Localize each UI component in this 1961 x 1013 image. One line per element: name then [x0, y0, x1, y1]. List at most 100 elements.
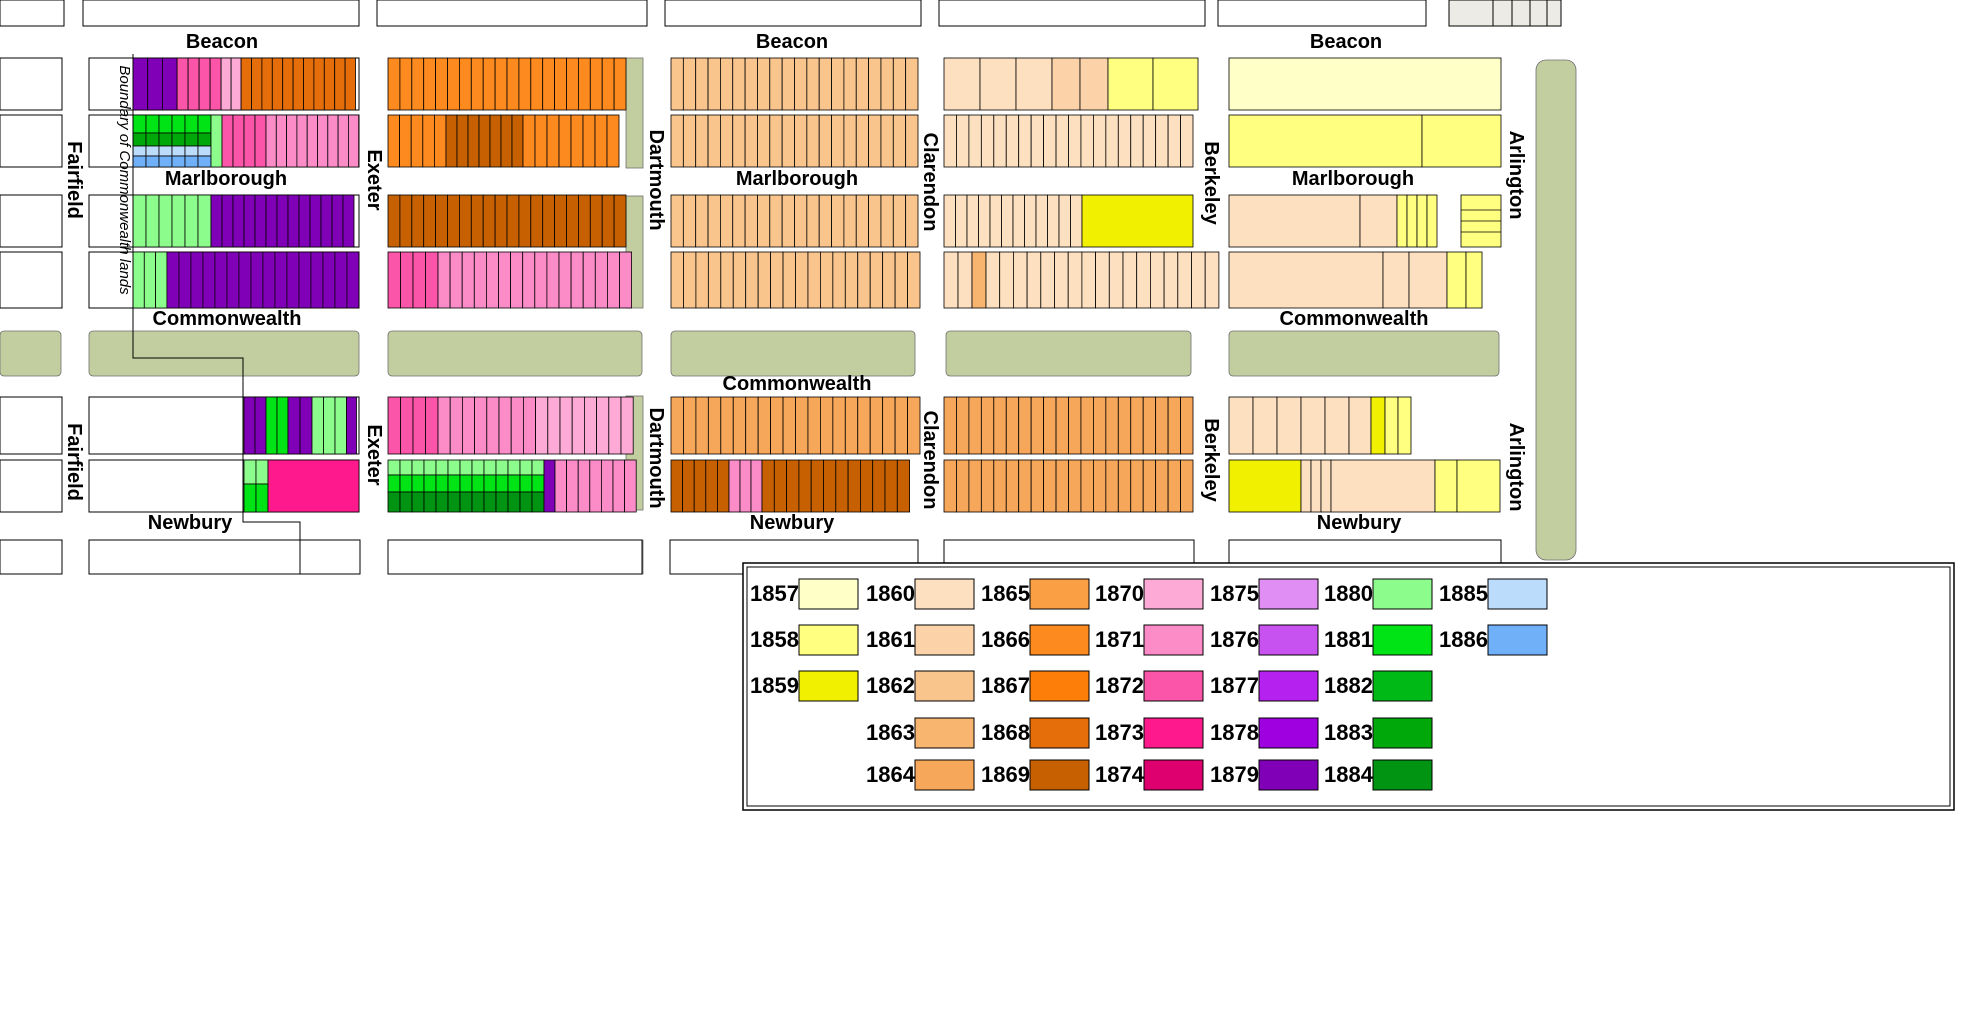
- building-lot: [261, 57, 273, 111]
- building-lot: [286, 114, 298, 168]
- building-lot: [894, 396, 908, 455]
- building-lot: [1040, 251, 1055, 309]
- building-lot: [978, 194, 991, 248]
- building-lot: [158, 194, 173, 248]
- building-lot: [818, 194, 832, 248]
- building-lot: [399, 57, 413, 111]
- building-lot: [296, 114, 308, 168]
- building-lot: [732, 396, 747, 455]
- building-lot: [806, 114, 820, 168]
- building-lot: [1068, 114, 1082, 168]
- mall-strip: [88, 330, 360, 377]
- building-lot: [542, 194, 556, 248]
- building-lot: [1018, 396, 1032, 455]
- building-lot: [471, 459, 485, 476]
- legend-swatch: [1372, 578, 1433, 610]
- building-lot: [1142, 459, 1157, 513]
- building-lot: [399, 459, 413, 476]
- building-lot: [132, 57, 149, 111]
- building-lot: [543, 459, 556, 513]
- building-lot: [1204, 251, 1220, 309]
- block-outline: [0, 459, 63, 513]
- legend-swatch: [798, 670, 859, 702]
- building-lot: [243, 483, 257, 513]
- building-lot: [798, 459, 812, 513]
- building-lot: [683, 396, 697, 455]
- building-lot: [447, 491, 461, 513]
- building-lot: [1081, 194, 1194, 248]
- building-lot: [423, 491, 437, 513]
- legend-swatch: [914, 759, 975, 791]
- building-lot: [461, 251, 475, 309]
- building-lot: [1167, 396, 1181, 455]
- building-lot: [744, 114, 758, 168]
- building-lot: [344, 57, 356, 111]
- building-lot: [255, 483, 269, 513]
- building-lot: [1055, 114, 1069, 168]
- building-lot: [292, 57, 304, 111]
- legend: 1857 1858 1859 1860 1861 1862 1863 1864 1865 1866…: [750, 578, 1548, 791]
- building-lot: [461, 396, 475, 455]
- building-lot: [781, 194, 795, 248]
- building-lot: [387, 57, 401, 111]
- legend-swatch: [1258, 578, 1319, 610]
- building-lot: [860, 459, 874, 513]
- building-lot: [1005, 114, 1020, 168]
- legend-swatch: [1372, 670, 1433, 702]
- street-label-fairfield-2: Fairfield: [63, 423, 85, 501]
- building-lot: [1416, 194, 1428, 248]
- building-lot: [411, 57, 425, 111]
- building-lot: [306, 114, 318, 168]
- legend-swatch: [1143, 624, 1204, 656]
- building-lot: [220, 57, 232, 111]
- building-lot: [1105, 459, 1119, 513]
- building-lot: [806, 57, 820, 111]
- building-lot: [843, 194, 857, 248]
- building-lot: [447, 194, 460, 248]
- building-lot: [682, 57, 697, 111]
- building-lot: [187, 57, 200, 111]
- building-lot: [624, 459, 637, 513]
- building-lot: [1068, 396, 1082, 455]
- building-lot: [1155, 396, 1169, 455]
- building-lot: [399, 114, 412, 168]
- building-lot: [425, 251, 439, 309]
- building-lot: [422, 114, 435, 168]
- building-lot: [956, 114, 970, 168]
- building-lot: [221, 194, 234, 248]
- building-lot: [1068, 459, 1082, 513]
- building-lot: [197, 194, 212, 248]
- legend-year-label: 1877: [1210, 673, 1259, 698]
- block-outline: [664, 0, 922, 27]
- legend-swatch: [1029, 670, 1090, 702]
- building-lot: [542, 57, 556, 111]
- building-lot: [607, 251, 620, 309]
- building-lot: [1105, 396, 1119, 455]
- building-lot: [880, 57, 894, 111]
- building-lot: [286, 251, 300, 309]
- legend-year-label: 1863: [866, 720, 915, 745]
- street-label-marlborough-1: Marlborough: [165, 168, 287, 190]
- building-lot: [145, 114, 160, 134]
- building-lot: [905, 114, 919, 168]
- building-lot: [566, 459, 579, 513]
- building-lot: [230, 57, 242, 111]
- building-lot: [1228, 396, 1254, 455]
- building-lot: [835, 459, 849, 513]
- building-lot: [423, 459, 437, 476]
- building-lot: [198, 57, 211, 111]
- building-lot: [613, 57, 627, 111]
- building-lot: [855, 194, 870, 248]
- building-lot: [1043, 459, 1057, 513]
- building-lot: [1012, 194, 1025, 248]
- building-lot: [894, 251, 908, 309]
- building-lot: [313, 57, 325, 111]
- building-lot: [818, 114, 832, 168]
- building-lot: [470, 194, 484, 248]
- building-lot: [1117, 396, 1132, 455]
- building-lot: [209, 57, 222, 111]
- building-lot: [523, 396, 537, 455]
- legend-swatch: [1372, 717, 1433, 749]
- building-lot: [589, 57, 603, 111]
- building-lot: [744, 194, 758, 248]
